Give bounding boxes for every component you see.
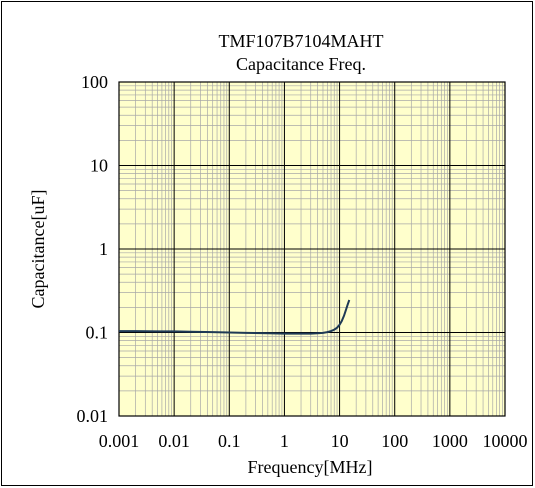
- y-axis-label: Capacitance[uF]: [28, 190, 48, 309]
- y-tick-labels: 100 10 1 0.1 0.01: [77, 72, 109, 426]
- plot-border: [118, 81, 506, 417]
- x-tick-label: 0.001: [99, 431, 140, 451]
- x-tick-label: 0.01: [158, 431, 190, 451]
- chart-title: TMF107B7104MAHT: [218, 31, 383, 51]
- x-tick-label: 1: [280, 431, 289, 451]
- y-tick-label: 10: [90, 156, 108, 176]
- capacitance-series-line: [119, 299, 351, 335]
- y-tick-label: 100: [81, 72, 108, 92]
- series-group: [119, 299, 351, 335]
- x-tick-label: 1000: [432, 431, 468, 451]
- grid-major: [119, 82, 505, 416]
- y-tick-label: 0.1: [86, 323, 109, 343]
- x-axis-label: Frequency[MHz]: [248, 457, 373, 477]
- x-tick-label: 10000: [483, 431, 528, 451]
- x-tick-label: 10: [331, 431, 349, 451]
- chart-subtitle: Capacitance Freq.: [236, 54, 366, 74]
- y-tick-label: 1: [99, 239, 108, 259]
- x-tick-label: 0.1: [218, 431, 241, 451]
- x-tick-label: 100: [381, 431, 408, 451]
- y-tick-label: 0.01: [77, 406, 109, 426]
- x-tick-labels: 0.001 0.01 0.1 1 10 100 1000 10000: [99, 431, 528, 451]
